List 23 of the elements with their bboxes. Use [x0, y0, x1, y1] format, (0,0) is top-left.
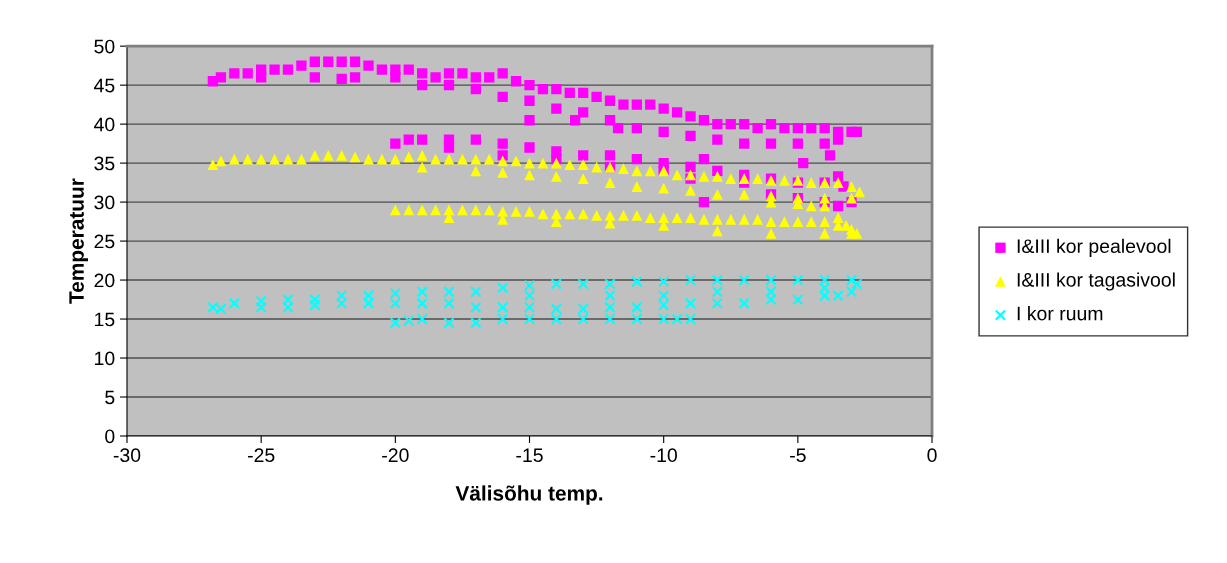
legend-label: I kor ruum — [1017, 306, 1103, 321]
y-axis-title: Temperatuur — [69, 178, 89, 304]
x-tick-label: -20 — [382, 448, 409, 463]
x-tick-label: -10 — [650, 448, 677, 463]
y-tick-label: 40 — [94, 117, 115, 132]
x-tick-label: -25 — [247, 448, 275, 463]
legend-label: I&III kor tagasivool — [1017, 272, 1175, 291]
y-tick-label: 5 — [105, 390, 115, 405]
y-tick-label: 10 — [95, 351, 115, 366]
y-tick-label: 15 — [95, 312, 115, 327]
y-tick-label: 25 — [94, 234, 115, 249]
x-tick-label: -5 — [790, 448, 806, 463]
y-tick-label: 30 — [94, 195, 115, 210]
x-axis-title: Välisõhu temp. — [455, 485, 603, 505]
y-tick-label: 50 — [94, 39, 115, 54]
y-tick-label: 45 — [94, 78, 115, 93]
y-tick-label: 20 — [94, 273, 115, 288]
legend-label: I&III kor pealevool — [1017, 238, 1171, 257]
y-tick-label: 0 — [105, 429, 115, 444]
y-tick-label: 35 — [94, 156, 115, 171]
x-tick-label: -30 — [113, 448, 141, 463]
x-tick-label: -15 — [516, 448, 543, 463]
x-tick-label: 0 — [927, 448, 937, 463]
